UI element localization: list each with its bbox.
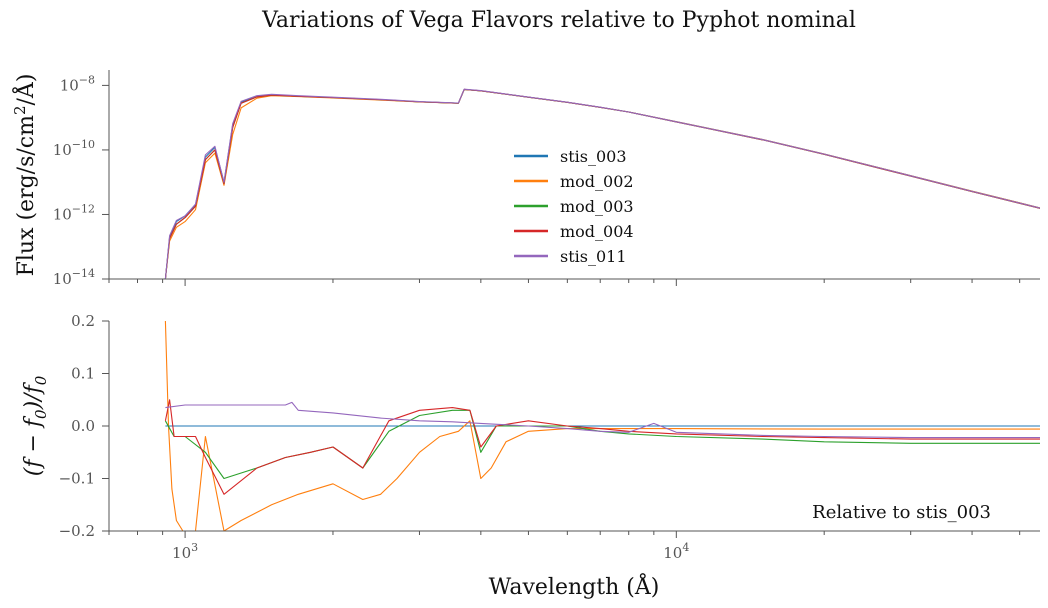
legend-label: stis_003 [560,147,627,166]
y-tick-label: 10−14 [53,267,95,288]
y-tick-label: 0.0 [71,417,95,435]
y-tick-label: 0.1 [71,365,95,383]
top-series-group [164,88,1040,279]
y-tick-label: 10−12 [53,202,95,223]
y-tick-label: 10−10 [53,138,95,159]
y-tick-label: 0.2 [71,312,95,330]
figure-title: Variations of Vega Flavors relative to P… [261,8,856,33]
x-axis-label: Wavelength (Å) [489,572,660,600]
y-tick-label: −0.2 [59,522,95,540]
x-tick-label: 103 [172,541,198,562]
bottom-panel: 103 104 −0.2 −0.1 0.0 0.1 0.2 (f − f0)/f0 Wav… [21,312,1040,600]
bottom-y-axis-label: (f − f0)/f0 [21,375,50,476]
bottom-series-mod-003 [164,409,1040,480]
y-tick-label: 10−8 [60,73,95,94]
bottom-x-ticks: 103 104 [108,531,1021,562]
y-tick-label: −0.1 [59,470,95,488]
top-series-stis-011 [164,88,1040,279]
bottom-series-group [164,321,1040,531]
x-tick-label: 104 [663,541,689,562]
legend-label: mod_003 [560,197,634,216]
bottom-series-stis-011 [165,401,1040,439]
legend: stis_003 mod_002 mod_003 mod_004 stis_011 [514,147,634,266]
top-y-axis-label: Flux (erg/s/cm2/Å) [11,74,39,277]
relative-annotation: Relative to stis_003 [812,502,991,523]
bottom-series-mod-002 [164,321,1040,531]
bottom-y-ticks: −0.2 −0.1 0.0 0.1 0.2 [59,312,109,540]
legend-label: mod_002 [560,172,634,191]
top-panel: 10−14 10−12 10−10 10−8 Flux (erg/s/cm2/Å) s… [11,70,1040,288]
legend-label: mod_004 [560,222,634,241]
top-x-ticks [108,279,1021,286]
bottom-series-mod-004 [164,399,1040,495]
top-y-ticks: 10−14 10−12 10−10 10−8 [53,73,109,288]
legend-label: stis_011 [560,247,627,266]
